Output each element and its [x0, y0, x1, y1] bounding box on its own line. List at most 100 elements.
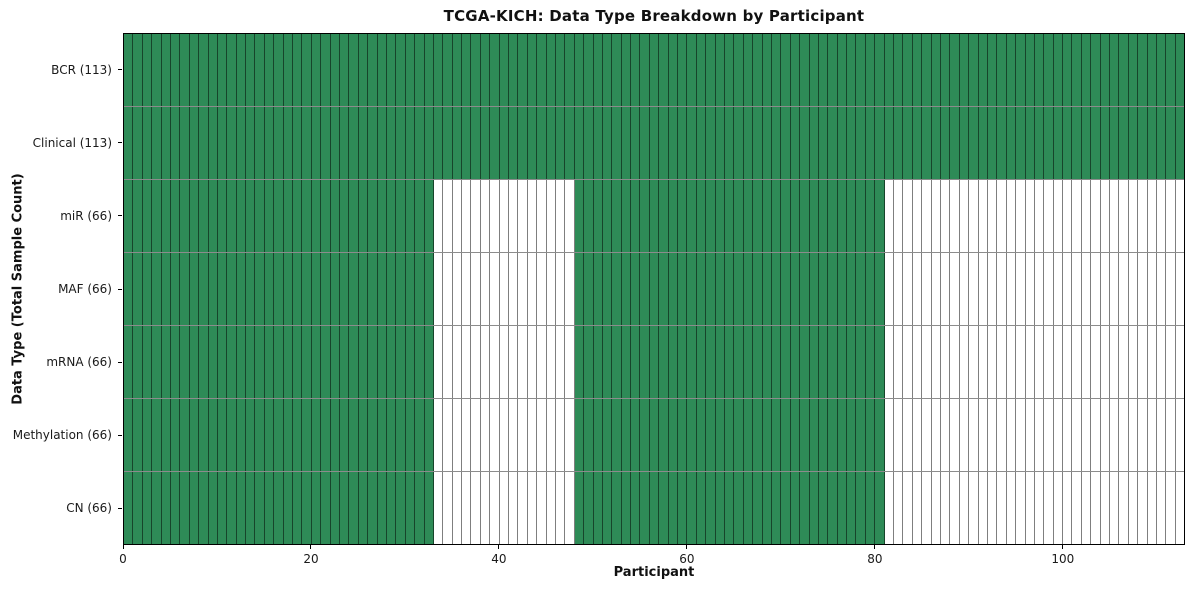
heatmap-cell-present: [161, 34, 171, 106]
heatmap-cell-present: [743, 472, 754, 544]
heatmap-cell-present: [330, 253, 340, 325]
heatmap-cell-present: [405, 107, 416, 179]
heatmap-cell-present: [584, 253, 594, 325]
heatmap-cell-present: [706, 326, 716, 398]
heatmap-cell-present: [405, 326, 416, 398]
heatmap-cell-present: [537, 107, 547, 179]
heatmap-cell-present: [124, 253, 134, 325]
heatmap-cell-present: [415, 326, 425, 398]
heatmap-cell-absent: [969, 472, 979, 544]
heatmap-cell-absent: [1128, 180, 1139, 252]
heatmap-cell-present: [424, 253, 434, 325]
heatmap-cell-present: [574, 326, 585, 398]
heatmap-cell-present: [781, 34, 791, 106]
heatmap-cell-present: [969, 107, 979, 179]
y-tick-mark: [118, 361, 122, 363]
heatmap-cell-present: [152, 472, 162, 544]
heatmap-cell-present: [602, 107, 613, 179]
heatmap-cell-present: [631, 472, 641, 544]
heatmap-cell-present: [725, 399, 735, 471]
heatmap-cell-present: [217, 107, 228, 179]
heatmap-cell-absent: [527, 253, 538, 325]
heatmap-cell-present: [255, 180, 265, 252]
heatmap-cell-absent: [931, 472, 941, 544]
heatmap-cell-present: [865, 399, 876, 471]
heatmap-cell-present: [715, 253, 725, 325]
heatmap-cell-present: [339, 472, 350, 544]
x-tick-mark: [122, 545, 124, 549]
heatmap-cell-absent: [1006, 253, 1017, 325]
heatmap-cell-absent: [1044, 326, 1054, 398]
heatmap-cell-present: [865, 34, 876, 106]
heatmap-cell-present: [424, 399, 434, 471]
heatmap-cell-present: [274, 107, 284, 179]
heatmap-cell-present: [142, 253, 153, 325]
plot-area: Present Absent: [123, 33, 1185, 545]
heatmap-cell-absent: [987, 326, 998, 398]
heatmap-cell-present: [330, 326, 340, 398]
heatmap-cell-present: [396, 472, 406, 544]
heatmap-cell-present: [734, 326, 744, 398]
heatmap-cell-present: [856, 253, 866, 325]
heatmap-cell-present: [142, 326, 153, 398]
heatmap-cell-absent: [518, 472, 528, 544]
heatmap-cell-present: [208, 180, 218, 252]
heatmap-cell-present: [612, 399, 622, 471]
heatmap-cell-absent: [1110, 180, 1120, 252]
heatmap-cell-absent: [490, 399, 500, 471]
heatmap-cell-absent: [1100, 180, 1111, 252]
heatmap-cell-absent: [1063, 399, 1073, 471]
heatmap-cell-present: [1072, 107, 1082, 179]
y-tick-label: mRNA (66): [46, 355, 112, 370]
heatmap-cell-present: [668, 253, 679, 325]
heatmap-cell-absent: [527, 180, 538, 252]
heatmap-cell-present: [743, 34, 754, 106]
heatmap-cell-present: [847, 399, 857, 471]
heatmap-cell-present: [800, 399, 810, 471]
heatmap-cell-absent: [1175, 180, 1185, 252]
x-tick-label: 100: [1051, 552, 1075, 566]
heatmap-cell-present: [1147, 34, 1157, 106]
heatmap-cell-present: [856, 399, 866, 471]
heatmap-cell-present: [574, 399, 585, 471]
heatmap-cell-absent: [978, 326, 988, 398]
heatmap-cell-present: [1081, 34, 1092, 106]
heatmap-cell-present: [771, 107, 782, 179]
heatmap-cell-present: [828, 399, 838, 471]
heatmap-cell-absent: [959, 399, 970, 471]
heatmap-cell-absent: [931, 180, 941, 252]
heatmap-cell-present: [762, 107, 772, 179]
heatmap-cell-present: [311, 253, 322, 325]
heatmap-cell-present: [818, 107, 829, 179]
heatmap-cell-present: [368, 180, 378, 252]
heatmap-cell-absent: [1044, 472, 1054, 544]
heatmap-cell-present: [1006, 34, 1017, 106]
heatmap-cell-present: [950, 107, 960, 179]
heatmap-cell-absent: [565, 399, 575, 471]
heatmap-cell-present: [349, 399, 359, 471]
heatmap-cell-present: [161, 180, 171, 252]
heatmap-cell-present: [499, 107, 510, 179]
heatmap-cell-absent: [452, 326, 463, 398]
heatmap-cell-present: [640, 472, 650, 544]
heatmap-cell-present: [696, 34, 707, 106]
heatmap-cell-absent: [555, 472, 566, 544]
heatmap-cell-present: [302, 107, 312, 179]
heatmap-cell-present: [349, 326, 359, 398]
heatmap-cell-present: [133, 34, 143, 106]
heatmap-cell-present: [800, 34, 810, 106]
heatmap-cell-absent: [452, 472, 463, 544]
heatmap-cell-present: [217, 472, 228, 544]
heatmap-cell-present: [668, 399, 679, 471]
heatmap-cell-present: [828, 472, 838, 544]
heatmap-cell-absent: [443, 253, 453, 325]
heatmap-cell-present: [358, 107, 369, 179]
heatmap-cell-absent: [978, 180, 988, 252]
heatmap-cell-absent: [1053, 472, 1064, 544]
heatmap-cell-absent: [509, 399, 519, 471]
heatmap-cell-present: [790, 34, 801, 106]
heatmap-cell-present: [649, 107, 660, 179]
heatmap-cell-present: [593, 34, 603, 106]
heatmap-cell-present: [368, 34, 378, 106]
heatmap-cell-absent: [462, 180, 472, 252]
